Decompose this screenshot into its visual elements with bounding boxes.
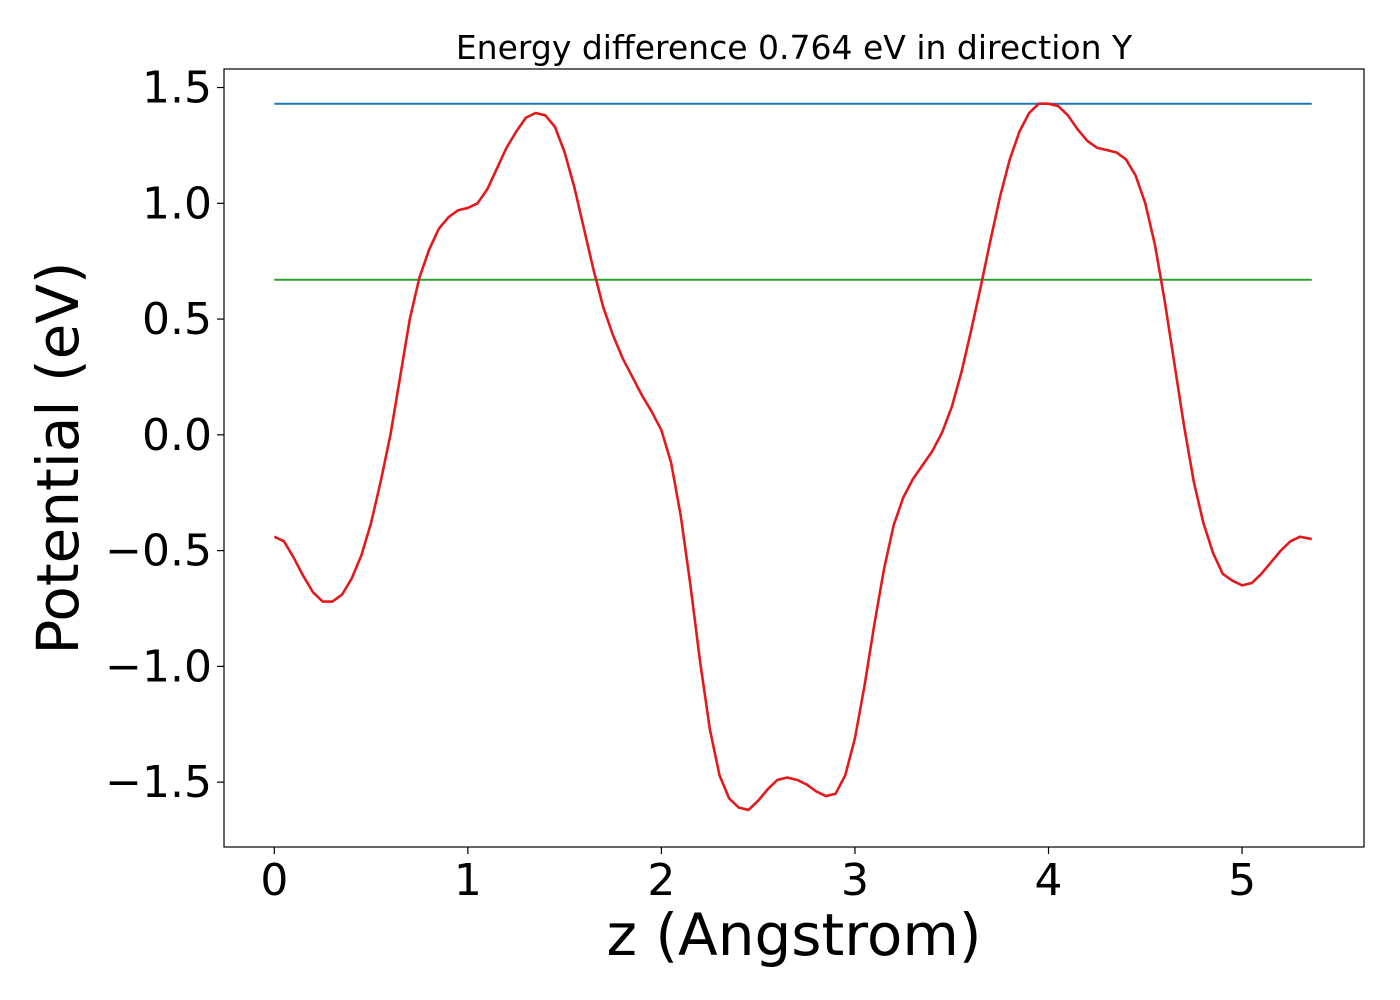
x-tick-label: 0 — [260, 855, 288, 906]
y-axis-label: Potential (eV) — [24, 261, 92, 654]
y-tick-label: 0.0 — [142, 410, 212, 461]
y-tick-label: 1.0 — [142, 178, 212, 229]
y-axis-ticks: 1.5 1.0 0.5 0.0 −0.5 −1.0 −1.5 — [105, 63, 224, 808]
y-tick-label: 0.5 — [142, 294, 212, 345]
x-tick-label: 1 — [454, 855, 482, 906]
x-tick-label: 4 — [1035, 855, 1063, 906]
y-tick-label: −1.0 — [105, 641, 212, 692]
y-tick-label: −1.5 — [105, 757, 212, 808]
x-tick-label: 5 — [1228, 855, 1256, 906]
x-tick-label: 2 — [647, 855, 675, 906]
potential-series-line — [273, 102, 1312, 812]
plot-frame — [223, 68, 1365, 848]
x-axis-ticks: 0 1 2 3 4 5 — [260, 847, 1256, 906]
y-tick-label: 1.5 — [142, 63, 212, 114]
x-axis-label: z (Angstrom) — [607, 901, 982, 969]
x-tick-label: 3 — [841, 855, 869, 906]
series-layer — [273, 102, 1312, 812]
y-tick-label: −0.5 — [105, 526, 212, 577]
chart-title: Energy difference 0.764 eV in direction … — [456, 28, 1133, 67]
reference-lines — [274, 102, 1312, 281]
